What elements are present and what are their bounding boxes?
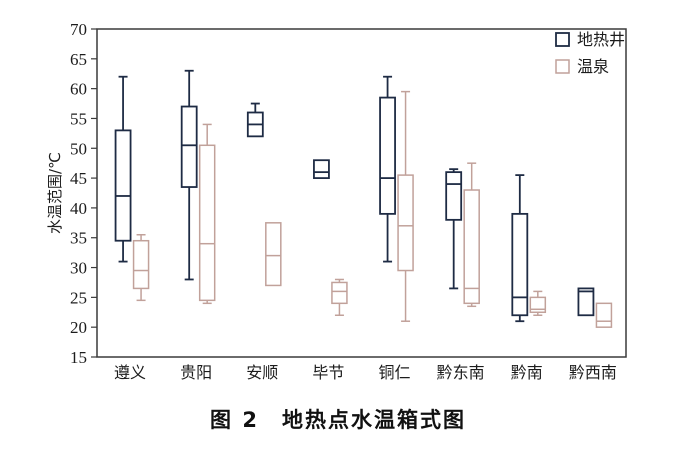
well-boxplot-2 [246,102,264,138]
x-category-label: 毕节 [312,363,344,382]
x-category-label: 贵阳 [180,363,212,382]
spring-box [265,222,282,287]
y-tick-label: 45 [70,169,87,188]
plot-border [96,28,627,358]
y-axis-title: 水温范围/℃ [46,152,64,234]
boxplot-chart: 70 65 60 55 50 45 40 35 30 25 20 15 水温范围/℃ 遵义 贵阳 安顺 毕节 铜仁… [46,20,627,382]
well-box [180,105,198,188]
figure-caption: 图 2 地热点水温箱式图 [210,408,466,432]
y-tick-label: 65 [70,50,87,69]
x-category-label: 黔南 [511,363,543,382]
well-boxplot-4 [379,75,396,263]
well-box [511,212,529,317]
x-category-label: 遵义 [114,363,146,382]
y-tick-label: 15 [70,348,87,367]
spring-box [397,174,414,272]
spring-boxplot-3 [331,278,348,317]
y-tick-label: 35 [70,229,87,248]
spring-box [331,281,348,305]
y-tick-label: 20 [70,318,87,337]
x-category-label: 黔西南 [569,363,617,382]
x-category-label: 铜仁 [379,363,411,382]
x-category-label: 黔东南 [437,363,485,382]
well-boxplot-3 [313,159,330,179]
y-tick-label: 55 [70,109,87,128]
well-box [114,129,132,242]
y-tick-label: 60 [70,80,87,99]
well-box [445,171,463,221]
legend-swatch-spring-icon [555,59,570,74]
spring-box [132,239,150,290]
well-box [577,287,595,317]
x-category-label: 安顺 [246,363,278,382]
legend-label-spring: 温泉 [577,57,609,76]
spring-boxplot-6 [529,290,547,317]
well-boxplot-7 [577,287,595,317]
well-boxplot-6 [511,174,529,323]
well-box [313,159,330,179]
spring-box [463,189,480,305]
y-tick-label: 50 [70,139,87,158]
well-boxplot-0 [114,75,132,263]
y-tick-label: 25 [70,288,87,307]
y-tick-label: 40 [70,199,87,218]
well-boxplot-1 [180,69,198,281]
spring-boxplot-5 [463,162,480,308]
y-tick-label: 30 [70,259,87,278]
well-boxplot-5 [445,168,463,290]
y-tick-label: 70 [70,20,87,39]
well-box [379,96,396,215]
spring-boxplot-7 [595,302,613,328]
legend-label-well: 地热井 [577,30,625,49]
spring-box [198,144,216,302]
spring-box [595,302,613,328]
spring-boxplot-4 [397,90,414,322]
legend-swatch-well-icon [555,32,570,47]
spring-boxplot-1 [198,123,216,305]
spring-boxplot-2 [265,222,282,287]
spring-boxplot-0 [132,233,150,302]
